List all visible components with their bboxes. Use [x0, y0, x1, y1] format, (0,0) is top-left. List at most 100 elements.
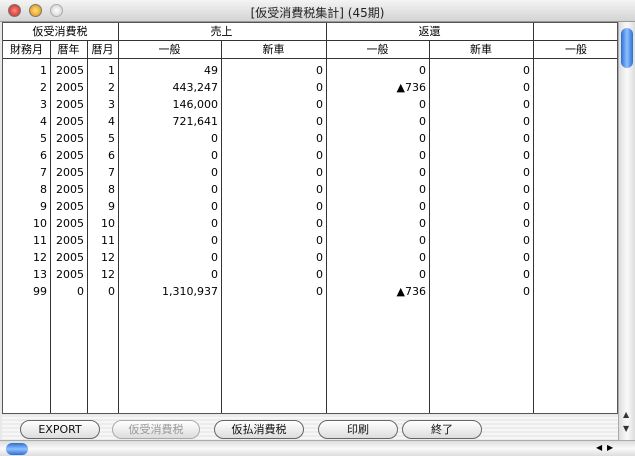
column-divider	[221, 40, 222, 413]
zoom-button[interactable]	[50, 4, 63, 17]
cell-sales-general: 443,247	[172, 81, 219, 94]
cell-year: 2005	[56, 268, 84, 281]
cell-returns-general: 0	[419, 149, 426, 162]
header-group-returns: 返還	[418, 25, 441, 38]
cell-returns-general: 0	[419, 234, 426, 247]
scroll-down-icon[interactable]: ▼	[623, 424, 630, 433]
column-header-fiscal-month[interactable]: 財務月	[10, 43, 43, 56]
cell-fiscal-month: 2	[40, 81, 47, 94]
close-button[interactable]	[8, 4, 21, 17]
scroll-right-icon[interactable]: ▶	[607, 443, 614, 452]
export-button[interactable]: EXPORT	[20, 420, 100, 439]
cell-returns-general: 0	[419, 166, 426, 179]
cell-sales-general: 49	[204, 64, 218, 77]
cell-sales-newcar: 0	[316, 98, 323, 111]
cell-returns-general: 0	[419, 115, 426, 128]
column-header-sales-newcar[interactable]: 新車	[262, 43, 285, 56]
print-button[interactable]: 印刷	[318, 420, 398, 439]
button-bar: EXPORT 仮受消費税 仮払消費税 印刷 終了	[2, 415, 618, 440]
cell-returns-general: 0	[419, 98, 426, 111]
scroll-up-icon[interactable]: ▲	[623, 410, 630, 419]
cell-returns-newcar: 0	[523, 166, 530, 179]
title-bar: [仮受消費税集計] (45期)	[0, 0, 635, 22]
cell-sales-general: 0	[211, 200, 218, 213]
karijuke-button: 仮受消費税	[112, 420, 200, 439]
cell-month: 12	[101, 251, 115, 264]
cell-month: 10	[101, 217, 115, 230]
cell-fiscal-month: 12	[33, 251, 47, 264]
cell-returns-general: 0	[419, 217, 426, 230]
cell-year: 2005	[56, 132, 84, 145]
minimize-button[interactable]	[29, 4, 42, 17]
column-header-year[interactable]: 暦年	[57, 43, 80, 56]
vertical-scrollbar[interactable]: ▲ ▼	[618, 22, 635, 440]
vertical-scroll-thumb[interactable]	[621, 28, 633, 68]
cell-returns-newcar: 0	[523, 234, 530, 247]
cell-returns-newcar: 0	[523, 81, 530, 94]
cell-returns-general: 0	[419, 132, 426, 145]
kariharai-button[interactable]: 仮払消費税	[214, 420, 304, 439]
cell-returns-newcar: 0	[523, 98, 530, 111]
scroll-left-icon[interactable]: ◀	[596, 443, 603, 452]
cell-sales-newcar: 0	[316, 183, 323, 196]
cell-fiscal-month: 4	[40, 115, 47, 128]
cell-returns-newcar: 0	[523, 149, 530, 162]
column-header-month[interactable]: 暦月	[91, 43, 114, 56]
cell-returns-newcar: 0	[523, 64, 530, 77]
cell-fiscal-month: 11	[33, 234, 47, 247]
cell-year: 2005	[56, 251, 84, 264]
cell-returns-newcar: 0	[523, 251, 530, 264]
cell-fiscal-month: 5	[40, 132, 47, 145]
cell-month: 3	[108, 98, 115, 111]
horizontal-scrollbar[interactable]: ◀ ▶	[0, 440, 635, 456]
cell-year: 2005	[56, 234, 84, 247]
end-button[interactable]: 終了	[402, 420, 482, 439]
cell-sales-newcar: 0	[316, 251, 323, 264]
cell-sales-general: 0	[211, 166, 218, 179]
cell-sales-newcar: 0	[316, 285, 323, 298]
cell-sales-general: 0	[211, 183, 218, 196]
cell-sales-newcar: 0	[316, 217, 323, 230]
cell-month: 4	[108, 115, 115, 128]
cell-sales-newcar: 0	[316, 132, 323, 145]
cell-sales-general: 0	[211, 251, 218, 264]
cell-sales-general: 146,000	[172, 98, 219, 111]
cell-month: 9	[108, 200, 115, 213]
header-divider	[3, 58, 617, 59]
cell-sales-general: 1,310,937	[162, 285, 218, 298]
column-header-sales-general[interactable]: 一般	[158, 43, 181, 56]
cell-fiscal-month: 3	[40, 98, 47, 111]
column-header-general[interactable]: 一般	[565, 43, 587, 56]
column-header-returns-newcar[interactable]: 新車	[470, 43, 492, 56]
cell-sales-newcar: 0	[316, 64, 323, 77]
cell-sales-general: 0	[211, 149, 218, 162]
cell-returns-newcar: 0	[523, 115, 530, 128]
cell-fiscal-month: 7	[40, 166, 47, 179]
cell-month: 2	[108, 81, 115, 94]
cell-sales-newcar: 0	[316, 149, 323, 162]
cell-returns-general: ▲736	[396, 285, 426, 298]
cell-returns-general: 0	[419, 64, 426, 77]
horizontal-scroll-thumb[interactable]	[6, 443, 28, 455]
column-header-returns-general[interactable]: 一般	[366, 43, 389, 56]
cell-sales-newcar: 0	[316, 166, 323, 179]
cell-year: 2005	[56, 149, 84, 162]
cell-returns-general: 0	[419, 251, 426, 264]
cell-month: 1	[108, 64, 115, 77]
cell-fiscal-month: 99	[33, 285, 47, 298]
cell-sales-newcar: 0	[316, 268, 323, 281]
cell-sales-newcar: 0	[316, 234, 323, 247]
cell-year: 2005	[56, 166, 84, 179]
cell-fiscal-month: 9	[40, 200, 47, 213]
column-divider	[533, 23, 534, 413]
cell-year: 2005	[56, 217, 84, 230]
cell-sales-general: 0	[211, 234, 218, 247]
cell-returns-newcar: 0	[523, 285, 530, 298]
cell-month: 7	[108, 166, 115, 179]
cell-year: 2005	[56, 115, 84, 128]
column-divider	[50, 40, 51, 413]
cell-year: 2005	[56, 64, 84, 77]
window-title: [仮受消費税集計] (45期)	[250, 6, 385, 20]
cell-returns-newcar: 0	[523, 132, 530, 145]
cell-returns-newcar: 0	[523, 200, 530, 213]
